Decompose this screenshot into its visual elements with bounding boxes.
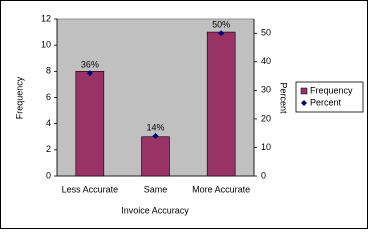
y-axis-label: Frequency [14,76,24,119]
legend-box [295,81,364,113]
page: {"chart_data": {"type": "bar", "x_label"… [0,0,369,230]
bar [75,71,105,177]
x-axis-label: Invoice Accuracy [121,205,189,215]
y2-tick-label: 50 [261,28,271,38]
point-marker [152,133,159,140]
y-tick-label: 6 [46,92,51,102]
y2-tick-label: 10 [261,142,271,152]
data-label: 50% [212,20,230,30]
y-tick-label: 10 [41,40,51,50]
legend-swatch [300,87,308,95]
y-tick-label: 8 [46,66,51,76]
legend-marker [301,100,307,106]
bar [141,136,170,177]
x-tick-label: Same [144,184,168,194]
y2-tick-label: 20 [261,113,271,123]
x-tick-label: More Accurate [192,184,250,194]
point-marker [86,70,93,77]
point-marker [218,30,225,37]
x-tick-label: Less Accurate [62,184,119,194]
y-tick-label: 0 [46,170,51,180]
y-tick-label: 12 [41,13,51,23]
y2-tick-label: 30 [261,85,271,95]
bar [206,31,236,177]
chart: Invoice Accuracy Frequency Percent 0 2 4 6 8… [0,0,368,229]
y2-axis-label: Percent [279,82,289,114]
legend-label: Frequency [310,85,353,95]
y-tick-label: 4 [46,118,51,128]
y-tick-label: 2 [46,144,51,154]
legend-label: Percent [310,97,342,107]
y2-tick-label: 0 [261,170,266,180]
data-label: 14% [146,122,164,132]
data-label: 36% [81,60,99,70]
y2-tick-label: 40 [261,56,271,66]
